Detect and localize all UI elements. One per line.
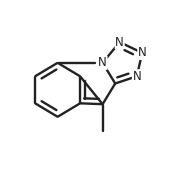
Text: N: N (138, 46, 147, 59)
Text: N: N (115, 36, 124, 49)
Text: N: N (132, 70, 141, 83)
Text: N: N (98, 56, 107, 69)
